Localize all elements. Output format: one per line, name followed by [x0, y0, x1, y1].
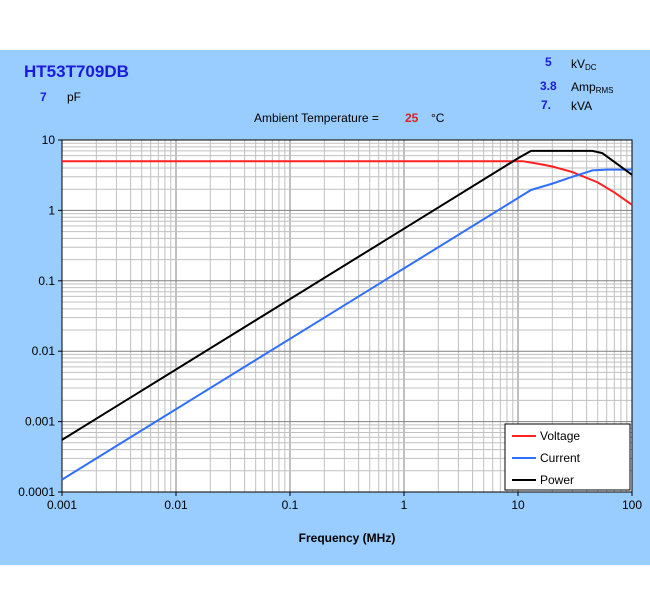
capacitance-unit: pF — [67, 90, 82, 104]
x-tick-label: 1 — [401, 498, 408, 512]
x-tick-label: 0.1 — [282, 498, 299, 512]
voltage-sub: DC — [585, 63, 597, 72]
current-rating-value: 3.8 — [540, 79, 557, 93]
y-tick-label: 1 — [48, 203, 55, 217]
ambient-temperature-unit: °C — [431, 111, 445, 125]
current-unit: Amp — [571, 80, 596, 94]
legend-label-power: Power — [540, 473, 574, 487]
series-line-voltage — [62, 160, 633, 206]
y-tick-label: 0.0001 — [18, 485, 55, 499]
series-line-current — [61, 168, 632, 481]
series-line-power — [61, 149, 633, 441]
part-number-title: HT53T709DB — [24, 62, 129, 81]
capacitance-value: 7 — [40, 90, 47, 104]
y-tick-label: 0.01 — [32, 344, 56, 358]
x-tick-label: 10 — [511, 498, 525, 512]
y-tick-label: 10 — [42, 133, 56, 147]
ambient-temperature-label: Ambient Temperature = — [254, 111, 379, 125]
x-tick-label: 100 — [622, 498, 642, 512]
ambient-temperature-value: 25 — [405, 111, 419, 125]
x-tick-label: 0.01 — [164, 498, 188, 512]
voltage-unit: kV — [571, 57, 586, 71]
legend-label-voltage: Voltage — [540, 429, 580, 443]
x-tick-label: 0.001 — [47, 498, 77, 512]
legend-label-current: Current — [540, 451, 581, 465]
y-tick-label: 0.001 — [25, 415, 55, 429]
x-axis-label: Frequency (MHz) — [299, 531, 396, 545]
voltage-rating-unit: kVDC — [571, 57, 597, 72]
plot-border — [61, 139, 633, 493]
y-tick-label: 0.1 — [38, 274, 55, 288]
current-sub: RMS — [595, 86, 614, 95]
current-rating-unit: AmpRMS — [571, 80, 613, 95]
power-rating-value: 7. — [541, 98, 552, 112]
voltage-rating-value: 5 — [545, 55, 552, 69]
power-rating-unit: kVA — [571, 99, 593, 113]
